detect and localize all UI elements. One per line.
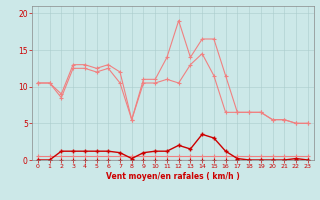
X-axis label: Vent moyen/en rafales ( km/h ): Vent moyen/en rafales ( km/h ) bbox=[106, 172, 240, 181]
